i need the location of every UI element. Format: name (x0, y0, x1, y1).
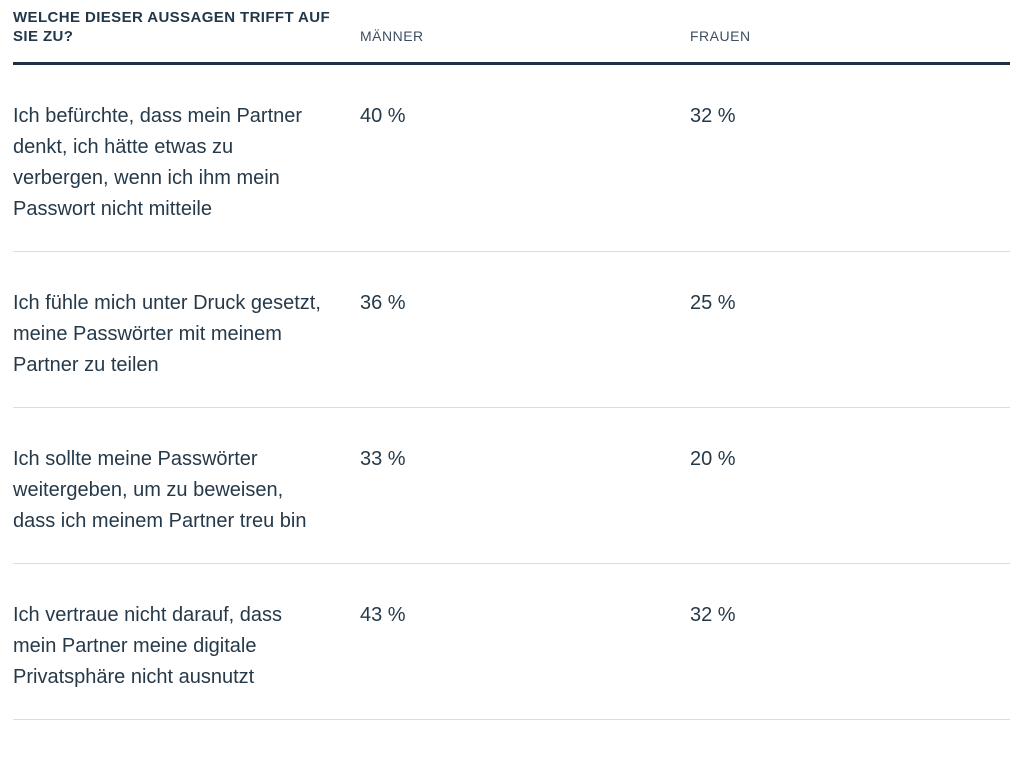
column-header-frauen: Frauen (690, 28, 751, 44)
row-statement: Ich sollte meine Passwörter weitergeben,… (13, 448, 307, 532)
table-header-row: Welche dieser Aussagen trifft auf Sie zu… (13, 8, 1010, 65)
table-row: Ich befürchte, dass mein Partner denkt, … (13, 65, 1010, 252)
table-body: Ich befürchte, dass mein Partner denkt, … (13, 65, 1010, 720)
table-row: Ich sollte meine Passwörter weitergeben,… (13, 408, 1010, 564)
table-row: Ich vertraue nicht darauf, dass mein Par… (13, 564, 1010, 720)
table-header-question-cell: Welche dieser Aussagen trifft auf Sie zu… (13, 8, 360, 46)
row-value-frauen: 32 % (690, 105, 736, 127)
table-row: Ich fühle mich unter Druck gesetzt, mein… (13, 252, 1010, 408)
row-value-maenner: 43 % (360, 604, 406, 626)
row-value-frauen: 20 % (690, 448, 736, 470)
row-value-maenner: 36 % (360, 292, 406, 314)
row-value-maenner: 33 % (360, 448, 406, 470)
row-value-frauen: 32 % (690, 604, 736, 626)
table-header-maenner-cell: Männer (360, 28, 690, 46)
row-statement: Ich vertraue nicht darauf, dass mein Par… (13, 604, 283, 688)
table-question-header: Welche dieser Aussagen trifft auf Sie zu… (13, 9, 331, 45)
row-statement: Ich befürchte, dass mein Partner denkt, … (13, 105, 303, 220)
row-value-maenner: 40 % (360, 105, 406, 127)
row-value-frauen: 25 % (690, 292, 736, 314)
row-statement: Ich fühle mich unter Druck gesetzt, mein… (13, 292, 321, 376)
column-header-maenner: Männer (360, 28, 424, 44)
table-header-frauen-cell: Frauen (690, 28, 1010, 46)
